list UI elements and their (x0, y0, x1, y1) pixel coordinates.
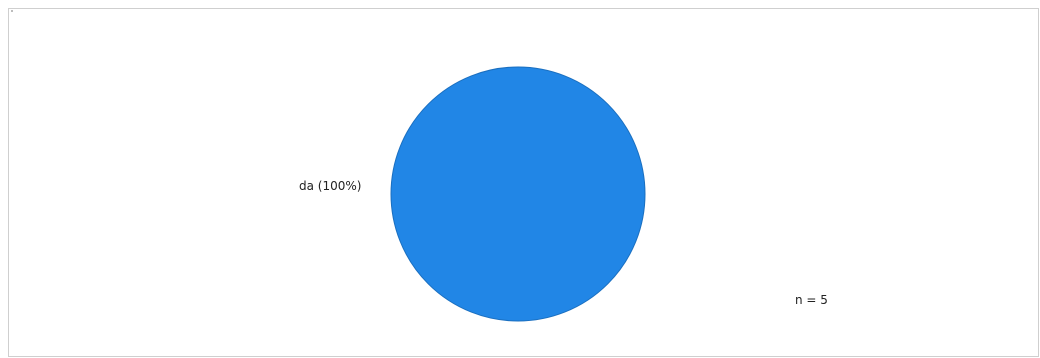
pie-slice-da (391, 67, 645, 321)
slice-label-da: da (100%) (299, 179, 361, 193)
pie-slices (391, 67, 645, 321)
n-annotation: n = 5 (795, 293, 828, 307)
